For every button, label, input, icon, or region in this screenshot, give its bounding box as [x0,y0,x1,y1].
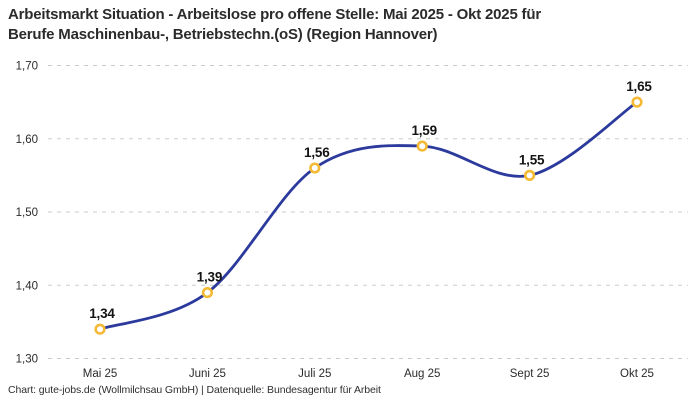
data-point-marker [94,323,106,335]
data-point-marker [416,140,428,152]
trend-line [98,100,639,331]
data-point-label: 1,65 [626,79,652,94]
y-tick-label: 1,50 [16,207,38,219]
data-point-marker [631,96,643,108]
y-tick-label: 1,60 [16,134,38,146]
data-point-label: 1,55 [519,152,545,167]
data-point-label: 1,59 [411,123,436,138]
x-axis-label: Mai 25 [83,368,118,380]
data-point-marker [309,162,321,174]
data-point-marker [201,286,213,299]
chart-credit: Chart: gute-jobs.de (Wollmilchsau GmbH) … [8,384,381,396]
y-tick-label: 1,40 [16,280,38,292]
x-axis-label: Juli 25 [298,368,331,380]
x-axis-label: Sept 25 [510,368,550,380]
y-tick-label: 1,70 [16,61,38,73]
data-point-label: 1,56 [304,145,330,160]
chart-title-line2: Berufe Maschinenbau-, Betriebstechn.(oS)… [8,26,438,43]
chart-title-line1: Arbeitsmarkt Situation - Arbeitslose pro… [8,6,541,23]
data-point-label: 1,34 [89,306,115,321]
data-point-label: 1,39 [197,270,222,285]
data-point-marker [523,169,536,181]
chart-title: Arbeitsmarkt Situation - Arbeitslose pro… [8,5,692,45]
y-tick-label: 1,30 [16,354,38,366]
x-axis-label: Okt 25 [620,368,654,380]
x-axis-label: Juni 25 [189,368,226,380]
x-axis-label: Aug 25 [404,368,440,380]
